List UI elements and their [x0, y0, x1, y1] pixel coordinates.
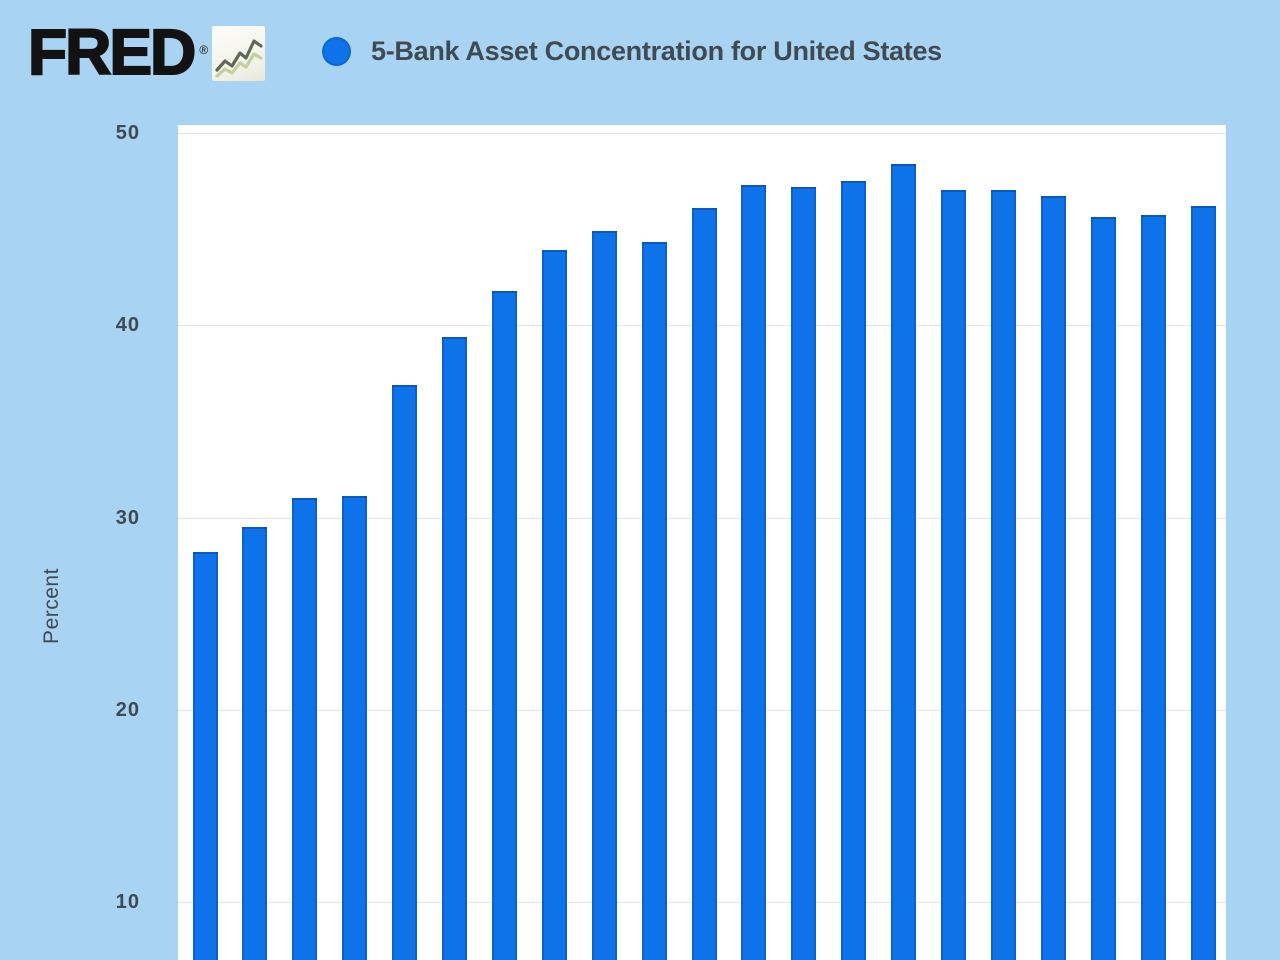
fred-logo-link[interactable]: FRED ® — [27, 16, 266, 88]
fred-logo-text: FRED ® — [27, 16, 208, 88]
bar-19[interactable] — [1090, 217, 1116, 960]
fred-logo-chart-icon — [212, 26, 266, 81]
bar-13[interactable] — [791, 186, 817, 960]
y-tick-label-30: 30 — [115, 506, 140, 529]
registered-trademark-icon: ® — [199, 43, 208, 57]
y-tick-label-10: 10 — [115, 891, 140, 914]
bar-6[interactable] — [442, 336, 467, 960]
legend-item[interactable]: 5-Bank Asset Concentration for United St… — [322, 36, 942, 66]
bar-2[interactable] — [242, 527, 268, 960]
bar-12[interactable] — [741, 184, 767, 960]
bar-7[interactable] — [491, 290, 517, 960]
bar-4[interactable] — [342, 496, 368, 960]
legend-marker-icon — [322, 36, 351, 66]
bar-15[interactable] — [891, 163, 917, 960]
bar-1[interactable] — [192, 552, 218, 960]
bar-21[interactable] — [1190, 205, 1216, 960]
bar-17[interactable] — [990, 190, 1016, 960]
bar-16[interactable] — [941, 190, 966, 960]
bar-9[interactable] — [591, 230, 617, 960]
y-tick-label-40: 40 — [115, 314, 140, 337]
bar-3[interactable] — [292, 498, 318, 960]
gridline-50 — [178, 132, 1226, 134]
header: FRED ® 5-Bank Asset Concentration for Un… — [0, 0, 1280, 105]
y-axis-ticks: 50 40 30 20 10 — [0, 122, 140, 960]
bar-14[interactable] — [841, 180, 867, 960]
bar-18[interactable] — [1040, 196, 1066, 960]
y-tick-label-50: 50 — [115, 121, 140, 144]
bar-10[interactable] — [641, 242, 667, 960]
bar-5[interactable] — [392, 384, 418, 960]
plot-area[interactable] — [178, 125, 1226, 960]
y-tick-label-20: 20 — [115, 698, 140, 721]
bar-11[interactable] — [691, 207, 717, 960]
series-title: 5-Bank Asset Concentration for United St… — [371, 35, 942, 66]
bar-8[interactable] — [541, 250, 567, 960]
bar-20[interactable] — [1140, 215, 1166, 960]
